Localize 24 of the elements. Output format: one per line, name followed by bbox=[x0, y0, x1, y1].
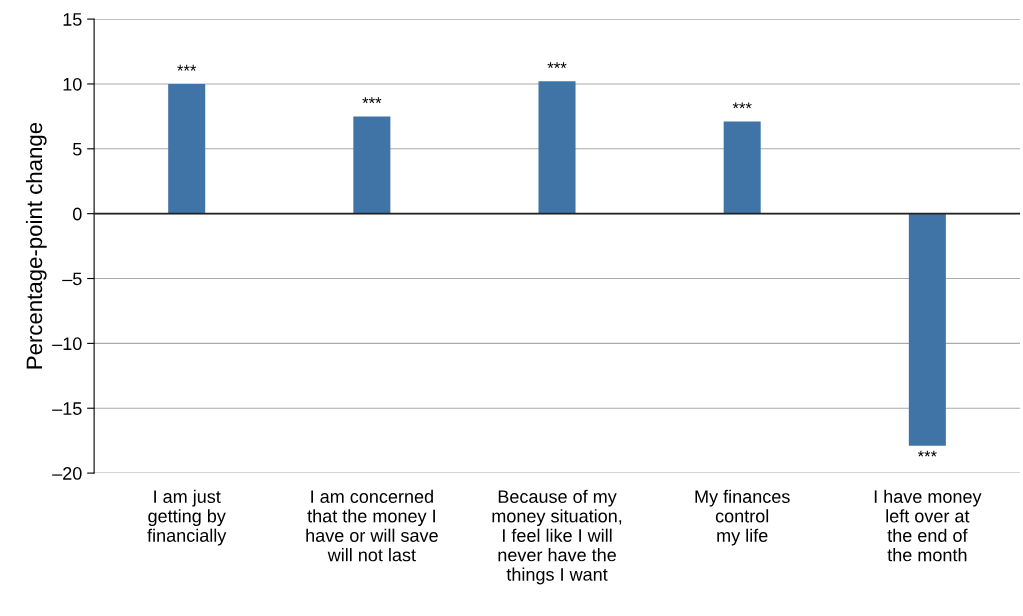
x-tick-label: I am just getting by financially bbox=[147, 489, 227, 546]
annotation: *** bbox=[547, 62, 567, 69]
annotation: *** bbox=[917, 450, 937, 457]
y-tick-label: 5 bbox=[72, 142, 82, 156]
y-tick-label: –10 bbox=[52, 337, 82, 351]
bar bbox=[908, 213, 946, 446]
bar bbox=[723, 121, 761, 214]
y-tick-label: 0 bbox=[72, 207, 82, 221]
x-tick-label: I have money left over at the end of the month bbox=[874, 489, 982, 562]
y-tick-label: –15 bbox=[52, 402, 82, 415]
y-tick-label: –20 bbox=[52, 467, 82, 480]
y-tick-label: 15 bbox=[63, 13, 82, 26]
bar bbox=[168, 83, 206, 214]
x-tick-label: My finances control my life bbox=[695, 489, 790, 546]
bar bbox=[353, 116, 391, 214]
annotation: *** bbox=[177, 64, 197, 71]
annotation: *** bbox=[362, 97, 382, 104]
y-tick-label: 10 bbox=[63, 77, 82, 91]
bar bbox=[538, 81, 576, 214]
x-tick-label: Because of my money situation, I feel like I will never have the things I want bbox=[492, 489, 622, 585]
annotation: *** bbox=[732, 102, 752, 109]
y-axis-title: Percentage-point change bbox=[25, 122, 47, 369]
x-tick-label: I am concerned that the money I have or will save will not last bbox=[306, 489, 438, 562]
y-tick-label: –5 bbox=[62, 272, 82, 286]
